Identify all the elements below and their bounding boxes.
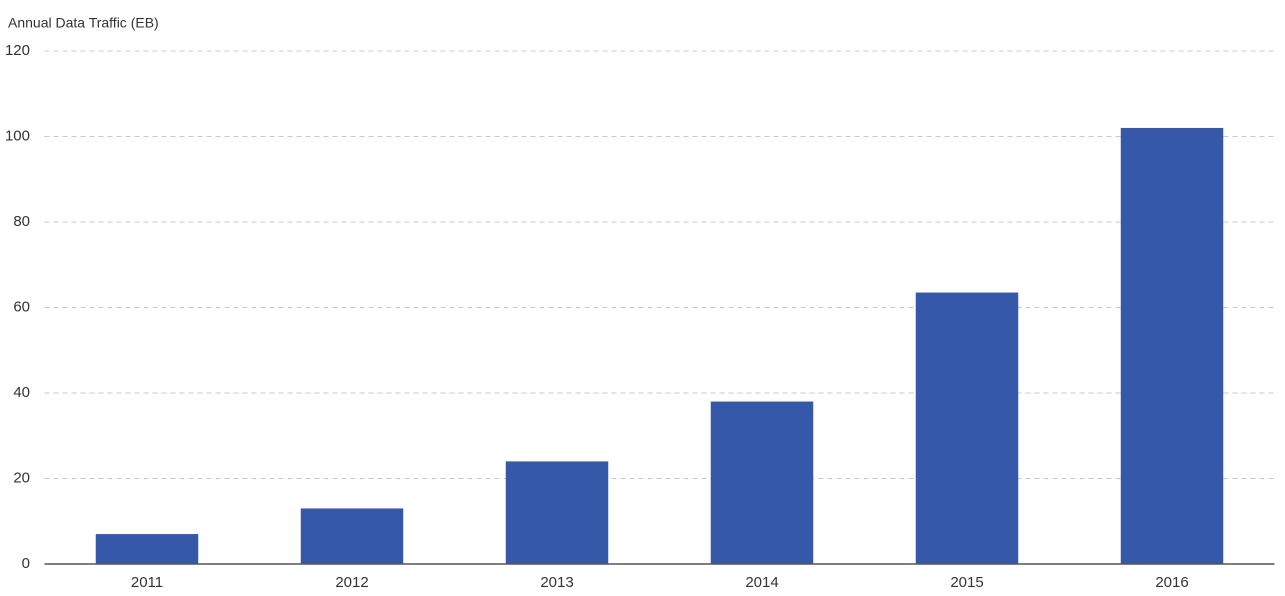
bar bbox=[95, 534, 199, 564]
y-tick-label: 40 bbox=[13, 384, 30, 401]
bar bbox=[710, 401, 814, 564]
x-tick-label: 2015 bbox=[950, 574, 983, 591]
x-tick-label: 2011 bbox=[131, 574, 163, 591]
y-tick-label: 0 bbox=[22, 555, 30, 572]
bar bbox=[915, 292, 1019, 564]
x-tick-label: 2014 bbox=[745, 574, 778, 591]
bar bbox=[1120, 127, 1224, 564]
bar bbox=[505, 461, 609, 564]
y-tick-label: 20 bbox=[13, 469, 30, 486]
x-tick-label: 2016 bbox=[1155, 574, 1188, 591]
y-tick-label: 80 bbox=[13, 213, 30, 230]
x-tick-label: 2012 bbox=[335, 574, 368, 591]
x-tick-label: 2013 bbox=[540, 574, 573, 591]
y-axis-label: Annual Data Traffic (EB) bbox=[8, 15, 159, 31]
y-tick-label: 60 bbox=[13, 298, 30, 315]
bar bbox=[300, 508, 404, 564]
y-tick-label: 120 bbox=[5, 42, 30, 59]
y-tick-label: 100 bbox=[5, 127, 30, 144]
